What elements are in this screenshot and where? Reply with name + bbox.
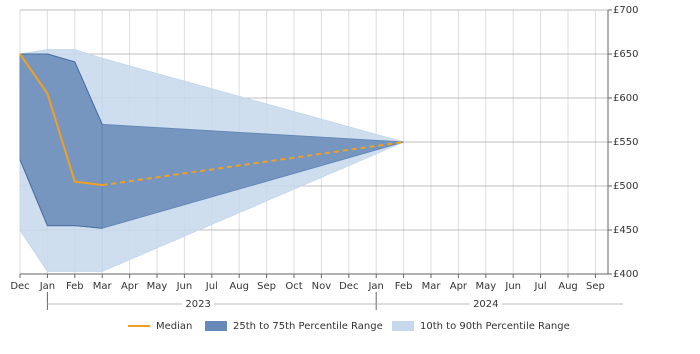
legend-swatch (205, 321, 227, 331)
x-tick-label: Sep (586, 281, 605, 292)
band-edge (19, 159, 103, 229)
x-tick-label: Nov (312, 281, 332, 292)
x-tick-label: May (147, 281, 168, 292)
x-tick-label: Apr (121, 281, 139, 292)
y-tick-label: £700 (613, 5, 638, 16)
x-tick-label: Jul (205, 281, 218, 292)
x-tick-label: Oct (285, 281, 302, 292)
legend-swatch (392, 321, 414, 331)
x-tick-label: Jun (504, 281, 521, 292)
x-tick-label: May (475, 281, 496, 292)
year-label-bg (182, 298, 215, 310)
median-bridge (102, 141, 404, 187)
x-tick-label: Apr (450, 281, 468, 292)
legend-label: 25th to 75th Percentile Range (233, 321, 383, 332)
year-label-bg (469, 298, 502, 310)
x-tick-label: Jun (176, 281, 193, 292)
y-tick-label: £400 (613, 269, 638, 280)
year-label: 2024 (473, 299, 498, 310)
y-tick-label: £450 (613, 225, 638, 236)
median-line (19, 53, 103, 187)
x-tick-label: Sep (257, 281, 276, 292)
x-tick-label: Feb (395, 281, 413, 292)
y-tick-label: £600 (613, 93, 638, 104)
x-tick-label: Dec (10, 281, 29, 292)
x-tick-label: Dec (339, 281, 358, 292)
band-edge (20, 53, 103, 125)
legend-label: 10th to 90th Percentile Range (420, 321, 570, 332)
x-tick-label: Jan (39, 281, 55, 292)
y-tick-label: £500 (613, 181, 638, 192)
x-tick-label: Jan (367, 281, 383, 292)
x-tick-label: Aug (229, 281, 249, 292)
band-bridge (101, 123, 404, 229)
x-tick-label: Mar (422, 281, 442, 292)
y-tick-label: £550 (613, 137, 638, 148)
x-tick-label: Aug (558, 281, 578, 292)
y-tick-label: £650 (613, 49, 638, 60)
legend-label: Median (156, 321, 192, 332)
year-label: 2023 (185, 299, 210, 310)
x-tick-label: Jul (534, 281, 547, 292)
x-tick-label: Mar (93, 281, 113, 292)
x-tick-label: Feb (66, 281, 84, 292)
